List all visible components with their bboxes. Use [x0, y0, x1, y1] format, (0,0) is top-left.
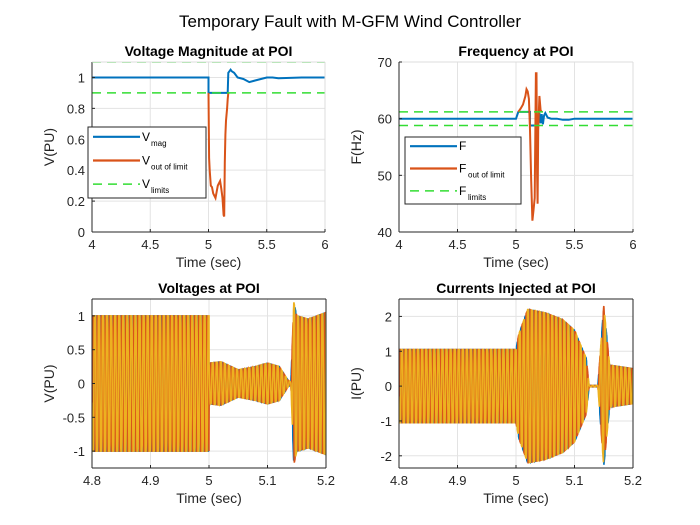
x-tick-label: 4.8	[390, 473, 408, 488]
vmag-axes: 4 4.5 5 5.5 6 0 0.2 0.4 0.6 0.8 1 Voltage Magnitude…	[41, 43, 329, 270]
legend-label-subscript: mag	[151, 139, 167, 148]
axes-title: Frequency at POI	[458, 43, 573, 59]
y-tick-label: 50	[378, 168, 392, 183]
series-ic	[399, 308, 633, 464]
y-axis-label: I(PU)	[348, 367, 364, 400]
x-tick-label: 4	[88, 237, 95, 252]
y-axis-label: F(Hz)	[348, 130, 364, 165]
axes-title: Currents Injected at POI	[436, 280, 595, 296]
y-tick-label: 1	[78, 70, 85, 85]
legend-label: V	[142, 154, 150, 168]
y-tick-label: 60	[378, 112, 392, 127]
y-axis-label: V(PU)	[41, 364, 57, 402]
legend-label-subscript: out of limit	[151, 163, 188, 172]
y-tick-label: -1	[380, 414, 392, 429]
series-vc	[92, 302, 326, 457]
x-axis-label: Time (sec)	[176, 254, 242, 270]
figure-title: Temporary Fault with M-GFM Wind Controll…	[179, 12, 521, 31]
x-tick-label: 4.5	[141, 237, 159, 252]
x-tick-label: 5.2	[624, 473, 642, 488]
y-tick-label: 0.5	[67, 343, 85, 358]
x-tick-label: 4.8	[83, 473, 101, 488]
y-tick-label: -2	[380, 449, 392, 464]
x-tick-label: 5.1	[565, 473, 583, 488]
y-tick-label: 0	[385, 379, 392, 394]
legend-box	[87, 126, 207, 199]
y-tick-label: -0.5	[63, 410, 85, 425]
legend-label-subscript: limits	[468, 193, 486, 202]
x-tick-label: 5	[205, 237, 212, 252]
legend-label-subscript: limits	[151, 186, 169, 195]
series-v-out-of-limit	[207, 92, 230, 217]
axes-title: Voltages at POI	[158, 280, 260, 296]
x-tick-label: 6	[321, 237, 328, 252]
y-tick-label: 0.8	[67, 101, 85, 116]
legend-label: F	[459, 139, 466, 153]
y-tick-label: 0	[78, 377, 85, 392]
x-axis-label: Time (sec)	[176, 490, 242, 506]
y-axis-label: V(PU)	[41, 128, 57, 166]
x-tick-label: 5	[512, 237, 519, 252]
legend-label-subscript: out of limit	[468, 171, 505, 180]
legend-box	[404, 136, 522, 205]
y-tick-label: 0.6	[67, 132, 85, 147]
currents-plot-lines	[399, 305, 633, 465]
x-tick-label: 6	[629, 237, 636, 252]
y-tick-label: 1	[78, 309, 85, 324]
legend-label: V	[142, 177, 150, 191]
x-tick-label: 5.5	[258, 237, 276, 252]
legend-label: F	[459, 162, 466, 176]
voltages-plot-lines	[92, 302, 326, 463]
x-tick-label: 5.1	[258, 473, 276, 488]
y-tick-label: 0	[78, 225, 85, 240]
y-tick-label: 70	[378, 55, 392, 70]
y-tick-label: 40	[378, 225, 392, 240]
x-tick-label: 4.9	[448, 473, 466, 488]
x-tick-label: 5.2	[317, 473, 335, 488]
legend-label: F	[459, 184, 466, 198]
currents-axes: 4.8 4.9 5 5.1 5.2 -2 -1 0 1 2 Currents Injected at…	[348, 280, 642, 506]
x-tick-label: 4.5	[448, 237, 466, 252]
y-tick-label: 0.2	[67, 194, 85, 209]
x-tick-label: 5	[205, 473, 212, 488]
y-tick-label: 1	[385, 344, 392, 359]
x-tick-label: 5	[512, 473, 519, 488]
freq-axes: 4 4.5 5 5.5 6 40 50 60 70 Frequency at POI Time (s…	[348, 43, 637, 270]
freq-plot-lines	[399, 72, 633, 221]
vmag-plot-lines	[92, 62, 325, 217]
x-tick-label: 5.5	[565, 237, 583, 252]
voltages-axes: 4.8 4.9 5 5.1 5.2 -1 -0.5 0 0.5 1 Voltages at POI T…	[41, 280, 335, 506]
y-tick-label: 2	[385, 309, 392, 324]
x-axis-label: Time (sec)	[483, 490, 549, 506]
x-tick-label: 4	[395, 237, 402, 252]
legend-label: V	[142, 130, 150, 144]
series-f-out-of-limit	[517, 72, 543, 221]
y-tick-label: -1	[73, 444, 85, 459]
axes-title: Voltage Magnitude at POI	[125, 43, 293, 59]
x-tick-label: 4.9	[141, 473, 159, 488]
y-tick-label: 0.4	[67, 163, 85, 178]
x-axis-label: Time (sec)	[483, 254, 549, 270]
